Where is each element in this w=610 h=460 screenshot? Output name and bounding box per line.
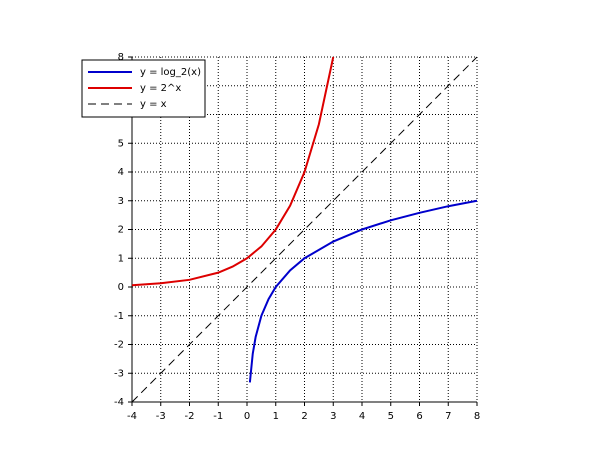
x-tick-label: 4 xyxy=(359,411,365,422)
y-tick-label: -3 xyxy=(114,368,124,379)
y-tick-label: 0 xyxy=(118,282,124,293)
x-tick-label: 7 xyxy=(445,411,451,422)
x-tick-label: 3 xyxy=(330,411,336,422)
y-tick-label: -1 xyxy=(114,311,124,322)
legend-label: y = x xyxy=(140,99,167,110)
y-tick-label: -4 xyxy=(114,397,124,408)
x-tick-label: -1 xyxy=(213,411,223,422)
legend-label: y = 2^x xyxy=(140,83,181,94)
line xyxy=(248,199,478,383)
y-tick-label: 5 xyxy=(118,138,124,149)
legend-label: y = log_2(x) xyxy=(140,67,201,78)
x-tick-label: 8 xyxy=(474,411,480,422)
y-tick-label: 2 xyxy=(118,225,124,236)
x-tick-label: -3 xyxy=(156,411,166,422)
y-tick-label: 3 xyxy=(118,196,124,207)
x-tick-label: 2 xyxy=(301,411,307,422)
legend: y = log_2(x)y = 2^x y = x xyxy=(81,59,206,118)
x-tick-label: 1 xyxy=(273,411,279,422)
y-tick-label: -2 xyxy=(114,340,124,351)
y-tick-label: 4 xyxy=(118,167,124,178)
x-tick-label: -4 xyxy=(127,411,137,422)
y-tick-label: 1 xyxy=(118,253,124,264)
x-tick-label: 6 xyxy=(416,411,422,422)
x-tick-label: 0 xyxy=(244,411,250,422)
x-tick-label: -2 xyxy=(185,411,195,422)
line xyxy=(131,56,335,287)
line xyxy=(131,56,478,403)
y-tick-label: 8 xyxy=(118,52,124,63)
x-tick-label: 5 xyxy=(388,411,394,422)
